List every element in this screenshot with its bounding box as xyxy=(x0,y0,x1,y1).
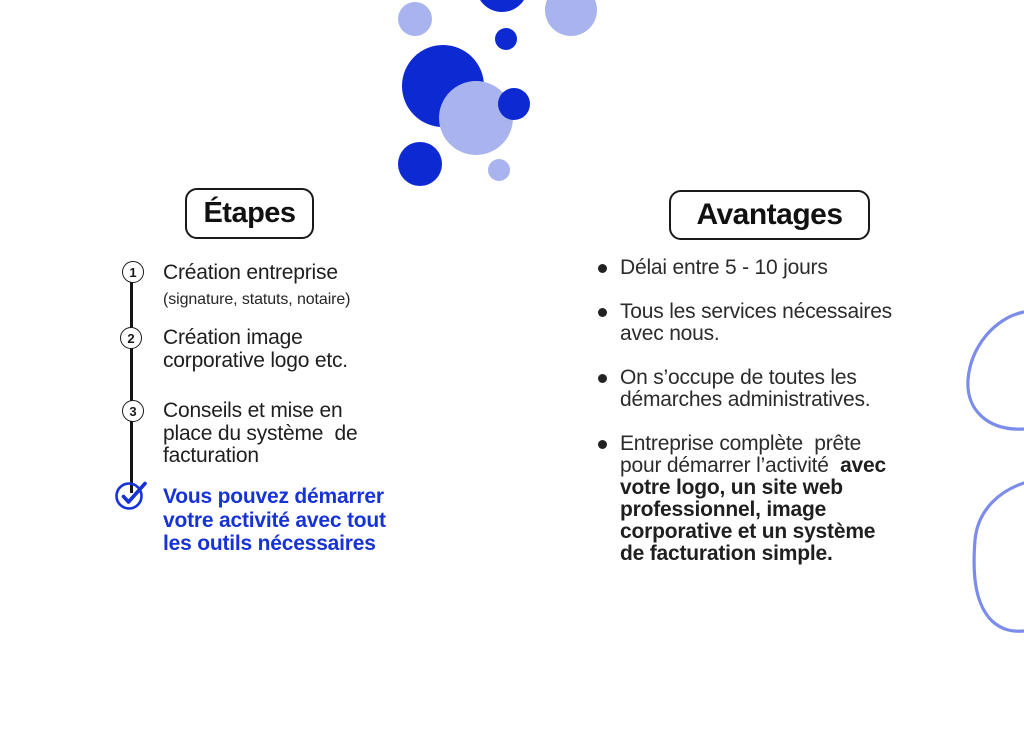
step-title-line: place du système de xyxy=(163,421,358,445)
step-number-badge-3: 3 xyxy=(122,400,144,422)
step-number: 2 xyxy=(127,330,135,346)
step-title-line: Création image xyxy=(163,326,303,349)
bullet-text: Délai entre 5 - 10 jours xyxy=(620,257,828,279)
bullet-line: Tous les services nécessaires xyxy=(620,300,892,323)
bullet-line: de facturation simple. xyxy=(620,542,833,565)
result-line: votre activité avec tout xyxy=(163,508,386,532)
bullet-line: démarches administratives. xyxy=(620,388,871,411)
step-title-line: Création entreprise xyxy=(163,261,338,284)
result-line: les outils nécessaires xyxy=(163,532,376,555)
decor-circle xyxy=(476,0,528,12)
step-title-line: facturation xyxy=(163,444,259,467)
etapes-heading-box: Étapes xyxy=(185,188,314,239)
avantages-heading-box: Avantages xyxy=(669,190,870,240)
squiggle-decoration xyxy=(966,310,1024,633)
bullet-dot-icon xyxy=(598,264,607,273)
decor-circle xyxy=(398,142,442,186)
step-title-1: Création entreprise xyxy=(163,261,338,285)
bullet-line: Entreprise complète prête xyxy=(620,432,862,455)
check-icon xyxy=(114,478,152,514)
step-number-badge-2: 2 xyxy=(120,327,142,349)
step-title-2: Création image corporative logo etc. xyxy=(163,326,348,372)
decor-circle xyxy=(488,159,510,181)
step-subtitle-line: (signature, statuts, notaire) xyxy=(163,291,351,308)
bullet-text: Tous les services nécessaires avec nous. xyxy=(620,301,892,345)
step-title-line: Conseils et mise en xyxy=(163,399,343,422)
bullet-text: Entreprise complète prête pour démarrer … xyxy=(620,433,886,565)
step-subtitle-1: (signature, statuts, notaire) xyxy=(163,291,351,309)
bullet-item: Délai entre 5 - 10 jours xyxy=(598,257,958,279)
timeline-line xyxy=(130,272,133,493)
bullet-line-bold-part: avec xyxy=(840,454,886,477)
result-text: Vous pouvez démarrer votre activité avec… xyxy=(163,485,386,556)
result-line: Vous pouvez démarrer xyxy=(163,485,384,508)
step-number-badge-1: 1 xyxy=(122,261,144,283)
avantages-heading-label: Avantages xyxy=(696,198,843,231)
bullet-item: Entreprise complète prête pour démarrer … xyxy=(598,433,958,565)
bullet-item: On s’occupe de toutes les démarches admi… xyxy=(598,367,958,411)
bullet-line-normal-part: pour démarrer l’activité xyxy=(620,454,841,477)
decor-circle xyxy=(545,0,597,36)
bullet-line: professionnel, image xyxy=(620,498,827,521)
bullet-line: corporative et un système xyxy=(620,520,876,543)
advantages-bullet-list: Délai entre 5 - 10 jours Tous les servic… xyxy=(598,257,958,587)
decor-circle xyxy=(495,28,517,50)
bullet-item: Tous les services nécessaires avec nous. xyxy=(598,301,958,345)
bullet-line: On s’occupe de toutes les xyxy=(620,366,857,389)
bullet-line: Délai entre 5 - 10 jours xyxy=(620,256,828,279)
bullet-dot-icon xyxy=(598,308,607,317)
bullet-text: On s’occupe de toutes les démarches admi… xyxy=(620,366,871,411)
step-number: 3 xyxy=(129,403,137,419)
decor-circle xyxy=(398,2,432,36)
bullet-dot-icon xyxy=(598,440,607,449)
bullet-dot-icon xyxy=(598,374,607,383)
step-title-3: Conseils et mise en place du système de … xyxy=(163,399,358,468)
bullet-line: avec nous. xyxy=(620,322,720,345)
bullet-line: votre logo, un site web xyxy=(620,476,843,499)
decor-circle xyxy=(498,88,530,120)
step-number: 1 xyxy=(129,264,137,280)
bullet-line-mixed: pour démarrer l’activité avec xyxy=(620,455,886,477)
etapes-heading-label: Étapes xyxy=(203,197,296,229)
step-title-line: corporative logo etc. xyxy=(163,348,348,372)
